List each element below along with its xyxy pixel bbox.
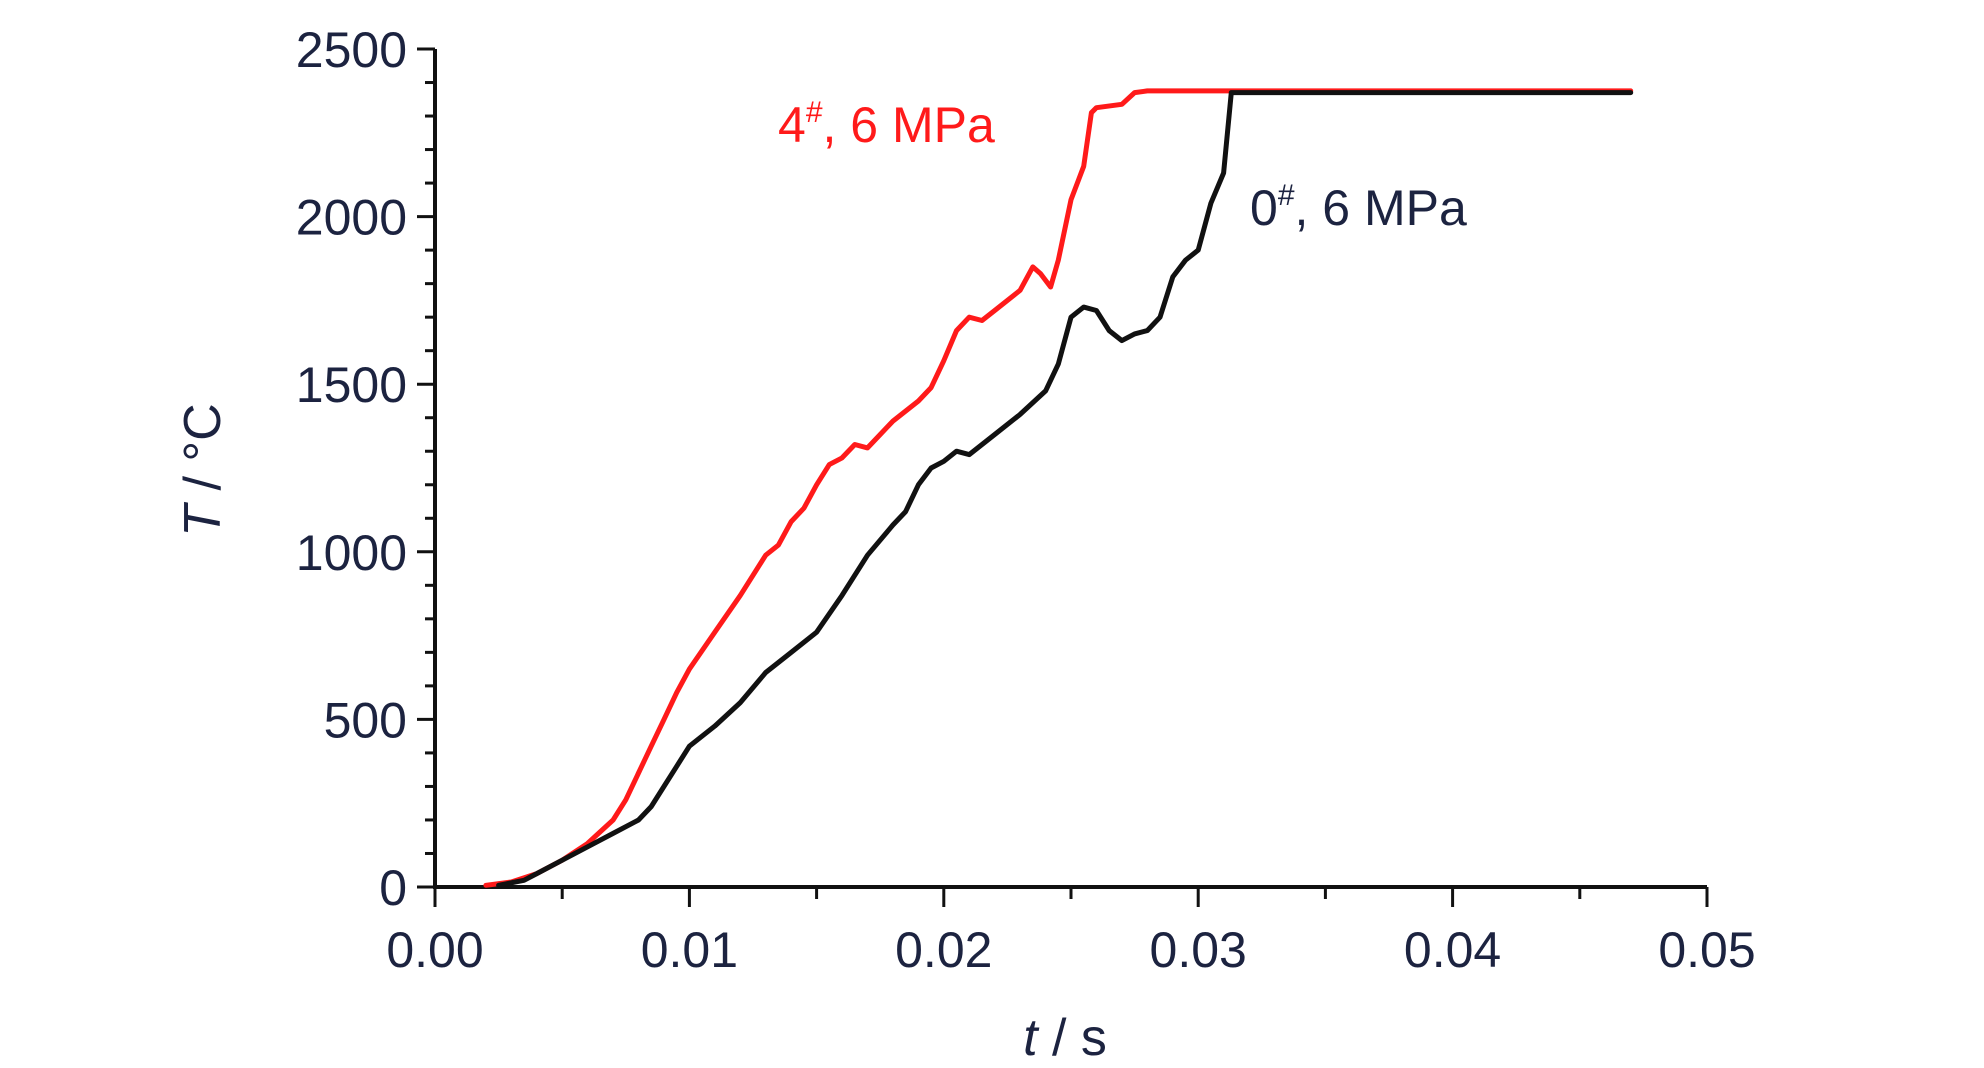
series-label-sup: #: [1278, 179, 1295, 212]
series-label-sup: #: [806, 96, 823, 129]
y-tick-label: 1000: [296, 525, 407, 581]
axes: [433, 49, 1707, 889]
y-axis-title: T / °C: [174, 403, 232, 536]
y-tick-label: 0: [379, 860, 407, 916]
x-tick-label: 0.02: [895, 922, 992, 978]
x-axis-unit: / s: [1038, 1009, 1107, 1063]
y-tick-label: 500: [324, 692, 407, 748]
x-tick-label: 0.00: [386, 922, 483, 978]
x-tick-label: 0.04: [1404, 922, 1501, 978]
y-axis-var: T: [174, 502, 232, 537]
x-tick-label: 0.05: [1658, 922, 1755, 978]
y-tick-label: 1500: [296, 357, 407, 413]
y-tick-label: 2500: [296, 22, 407, 78]
y-tick-label: 2000: [296, 190, 407, 246]
series-line-0: [483, 88, 1634, 888]
x-tick-label: 0.03: [1150, 922, 1247, 978]
series-label-rest: , 6 MPa: [1295, 180, 1467, 236]
ticks: 0.00 0.01 0.02 0.03 0.04 0.05 0 500 1000 1500 2000…: [296, 22, 1756, 978]
x-tick-label: 0.01: [641, 922, 738, 978]
series-label-main: 4: [778, 97, 806, 153]
x-axis-title: t / s: [1023, 1009, 1107, 1063]
series-lines: [483, 88, 1634, 888]
series-label-0-6mpa: 0#, 6 MPa: [1250, 179, 1467, 236]
y-axis-unit: / °C: [174, 403, 232, 505]
series-label-rest: , 6 MPa: [823, 97, 995, 153]
x-axis-var: t: [1023, 1009, 1040, 1063]
series-label-main: 0: [1250, 180, 1278, 236]
series-label-4-6mpa: 4#, 6 MPa: [778, 96, 995, 153]
series-line-1: [496, 90, 1634, 888]
